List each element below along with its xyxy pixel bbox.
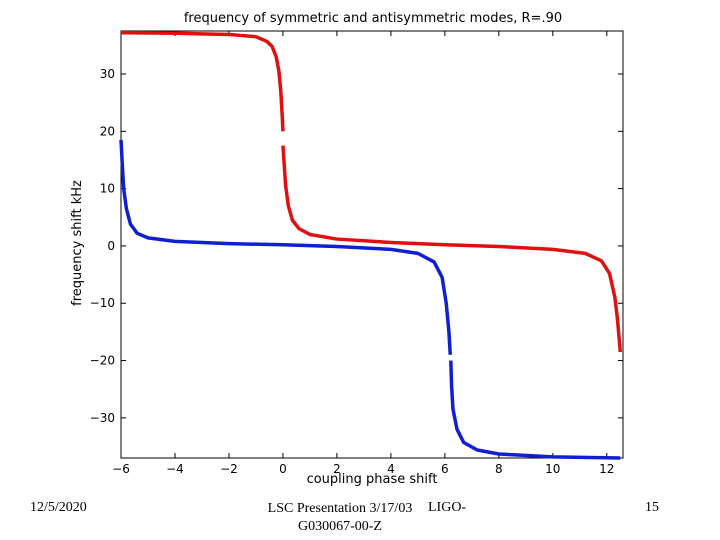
y-tick-label-1: 20 <box>100 124 115 138</box>
series-1-segment-1 <box>449 360 621 460</box>
series-layer <box>119 30 623 460</box>
footer-ligo: LIGO- <box>428 500 467 515</box>
footer-presentation: LSC Presentation 3/17/03 G030067-00-Z <box>240 500 440 536</box>
series-1-segment-0 <box>119 139 453 355</box>
y-tick-label-6: −30 <box>90 411 115 425</box>
x-tick-label-6: 6 <box>441 462 449 476</box>
y-tick-label-0: 30 <box>100 67 115 81</box>
x-tick-label-3: 0 <box>279 462 287 476</box>
x-tick-label-5: 4 <box>387 462 395 476</box>
x-tick-label-1: −4 <box>166 462 184 476</box>
x-tick-label-0: −6 <box>112 462 130 476</box>
x-tick-label-7: 8 <box>495 462 503 476</box>
x-tick-label-2: −2 <box>220 462 238 476</box>
x-tick-label-8: 10 <box>545 462 560 476</box>
footer-doc-id: G030067-00-Z <box>298 519 382 534</box>
y-axis-title: frequency shift kHz <box>70 180 85 306</box>
chart-title: frequency of symmetric and antisymmetric… <box>184 11 562 26</box>
series-0-segment-1 <box>281 145 623 353</box>
x-tick-label-4: 2 <box>333 462 341 476</box>
footer-presentation-title: LSC Presentation 3/17/03 <box>267 501 413 516</box>
footer-page-number: 15 <box>645 500 659 515</box>
x-axis-title: coupling phase shift <box>307 472 438 487</box>
y-tick-label-3: 0 <box>107 239 115 253</box>
footer-date: 12/5/2020 <box>30 500 87 515</box>
y-tick-label-4: −10 <box>90 296 115 310</box>
y-tick-label-5: −20 <box>90 354 115 368</box>
plot-frame <box>120 30 624 459</box>
y-tick-label-2: 10 <box>100 182 115 196</box>
series-0-segment-0 <box>120 30 285 132</box>
x-tick-label-9: 12 <box>599 462 614 476</box>
